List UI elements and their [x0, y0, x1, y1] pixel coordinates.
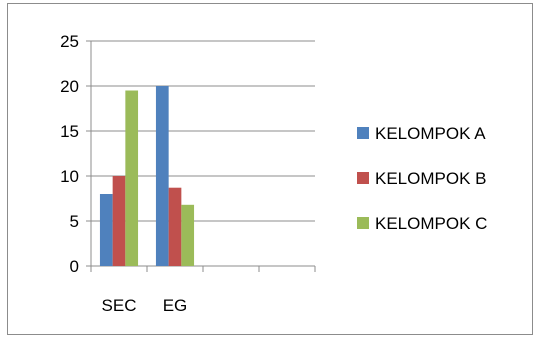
legend: KELOMPOK A KELOMPOK B KELOMPOK C — [357, 124, 487, 233]
legend-swatch — [357, 172, 369, 184]
legend-label: KELOMPOK A — [375, 124, 486, 143]
legend-swatch — [357, 217, 369, 229]
x-category-label: SEC — [102, 296, 137, 315]
legend-swatch — [357, 127, 369, 139]
x-category-label: EG — [163, 296, 188, 315]
chart-frame — [7, 3, 533, 335]
y-tick-label: 15 — [60, 122, 79, 141]
bar — [181, 204, 195, 266]
y-tick-label: 0 — [70, 257, 79, 276]
bar — [112, 176, 126, 266]
legend-label: KELOMPOK C — [375, 214, 487, 233]
y-tick-label: 10 — [60, 167, 79, 186]
bar — [125, 90, 139, 266]
y-tick-label: 5 — [70, 212, 79, 231]
bar — [168, 187, 182, 266]
y-tick-label: 25 — [60, 32, 79, 51]
y-axis: 0 5 10 15 20 25 — [60, 32, 92, 276]
bar — [155, 86, 169, 266]
bar — [99, 194, 113, 266]
y-tick-label: 20 — [60, 77, 79, 96]
legend-label: KELOMPOK B — [375, 169, 486, 188]
x-axis: SEC EG — [90, 265, 316, 315]
bars — [99, 86, 195, 266]
